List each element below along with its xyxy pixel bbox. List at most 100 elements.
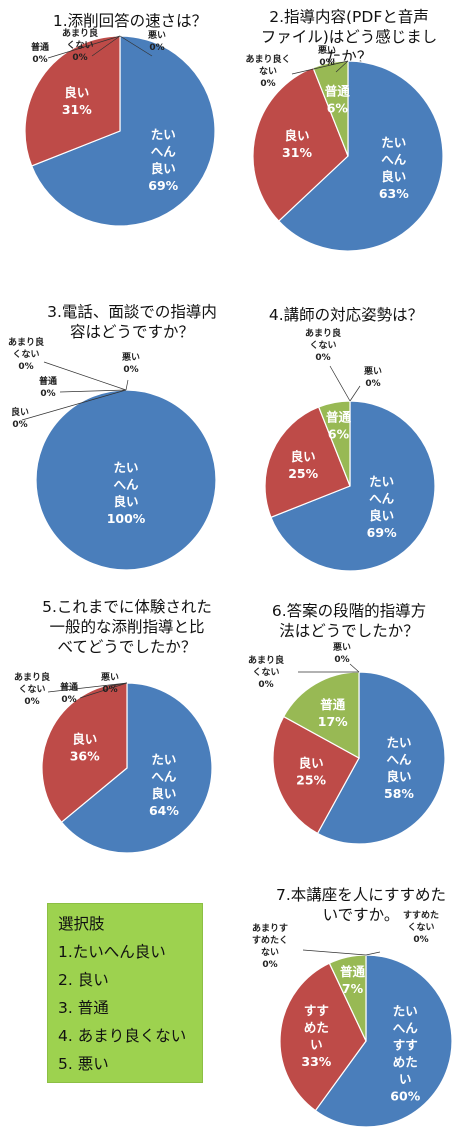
slice-label: 良い — [291, 449, 316, 464]
pie-chart-6: 6.答案の段階的指導方法はどうでしたか？たいへん良い58%良い25%普通17%あ… — [248, 602, 446, 845]
leader-line — [335, 60, 349, 73]
chart-title: 1.添削回答の速さは？ — [53, 12, 207, 30]
slice-label: 普通 — [340, 964, 366, 979]
slice-label: 良い — [72, 732, 97, 747]
slice-label: 良い — [386, 769, 411, 784]
slice-label: すめたく — [252, 935, 288, 946]
slice-label: たい — [113, 460, 138, 475]
slice-label: あまり良 — [305, 327, 341, 339]
slice-percent: 0% — [262, 960, 277, 970]
pie-slice — [24, 35, 121, 167]
slice-percent: 0% — [319, 58, 334, 68]
slice-label: すす — [304, 1003, 329, 1018]
slice-label: 良い — [64, 85, 89, 100]
slice-label: くない — [66, 40, 93, 51]
slice-percent: 25% — [288, 466, 318, 481]
legend-item-bad: 5. 悪い — [58, 1055, 109, 1073]
slice-label: くない — [407, 922, 434, 933]
slice-label: ない — [259, 66, 277, 77]
slice-percent: 31% — [282, 145, 312, 160]
slice-label: 良い — [381, 169, 406, 184]
slice-percent: 0% — [315, 353, 330, 363]
slice-label: たい — [381, 135, 406, 150]
slice-label: 普通 — [325, 84, 351, 99]
slice-label: 良い — [113, 494, 138, 509]
chart-title: 3.電話、面談での指導内 — [47, 303, 217, 321]
slice-percent: 17% — [318, 714, 348, 729]
slice-percent: 0% — [413, 935, 428, 945]
slice-label: くない — [12, 349, 39, 360]
slice-label: 普通 — [39, 375, 57, 387]
legend-item-not-good: 4. あまり良くない — [58, 1027, 187, 1045]
leader-line — [47, 35, 121, 59]
slice-label: あまり良く — [245, 53, 290, 65]
pie-slice — [41, 682, 128, 824]
slice-percent: 0% — [149, 43, 164, 53]
slice-percent: 0% — [260, 79, 275, 89]
pie-slice — [270, 400, 436, 572]
slice-label: へん — [151, 144, 177, 159]
leader-line — [91, 35, 121, 57]
leader-line — [329, 365, 351, 402]
chart-title: ファイル)はどう感じまし — [261, 28, 438, 46]
slice-label: 悪い — [101, 672, 119, 683]
slice-percent: 63% — [379, 186, 409, 201]
slice-percent: 0% — [334, 655, 349, 665]
slice-label: あまり良 — [8, 336, 44, 348]
slice-percent: 0% — [102, 685, 117, 695]
pie-chart-7: 7.本講座を人にすすめたいですか。たいへんすすめたい60%すすめたい33%普通7… — [252, 886, 453, 1128]
legend-item-very-good: 1.たいへん良い — [58, 943, 166, 961]
slice-percent: 100% — [107, 511, 146, 526]
slice-percent: 0% — [18, 362, 33, 372]
pie-chart-1: 1.添削回答の速さは？たいへん良い69%良い31%普通0%あまり良くない0%悪い… — [24, 12, 216, 227]
leader-line — [79, 682, 128, 699]
slice-label: 良い — [369, 508, 394, 523]
slice-label: あまり良 — [62, 27, 98, 39]
slice-percent: 60% — [390, 1088, 420, 1103]
pie-slice — [264, 406, 351, 519]
slice-label: へん — [393, 1020, 419, 1035]
slice-percent: 31% — [62, 102, 92, 117]
legend-box: 選択肢 1.たいへん良い 2. 良い 3. 普通 4. あまり良くない 5. 悪… — [47, 903, 203, 1083]
slice-percent: 69% — [367, 525, 397, 540]
slice-label: 良い — [285, 128, 310, 143]
slice-label: 良い — [11, 406, 29, 418]
slice-label: あまりす — [252, 923, 288, 934]
pie-chart-2: 2.指導内容(PDFと音声ファイル)はどう感じましたか？たいへん良い63%良い3… — [245, 8, 444, 252]
slice-label: 悪い — [148, 30, 166, 41]
chart-title: 容はどうですか？ — [70, 323, 194, 341]
leader-line — [47, 682, 128, 693]
pie-chart-3: 3.電話、面談での指導内容はどうですか？たいへん良い100%良い0%普通0%あま… — [8, 303, 217, 571]
slice-label: 良い — [151, 161, 176, 176]
pie-slice — [252, 66, 349, 222]
leader-line — [43, 361, 127, 391]
slice-label: めた — [393, 1054, 418, 1069]
slice-label: めた — [304, 1020, 329, 1035]
slice-label: ない — [261, 947, 279, 958]
slice-percent: 0% — [123, 365, 138, 375]
chart-title: 一般的な添削指導と比 — [49, 618, 204, 636]
slice-percent: 58% — [384, 786, 414, 801]
pie-slice — [314, 954, 453, 1128]
slice-label: 普通 — [326, 409, 352, 424]
slice-label: あまり良 — [14, 671, 50, 683]
chart-title: 6.答案の段階的指導方 — [272, 602, 426, 620]
pie-slice — [272, 715, 360, 835]
slice-label: たい — [369, 474, 394, 489]
slice-label: い — [399, 1071, 412, 1086]
slice-label: くない — [18, 684, 45, 695]
slice-label: すす — [393, 1037, 418, 1052]
slice-label: へん — [386, 752, 412, 767]
leader-line — [21, 389, 127, 421]
leader-line — [125, 379, 129, 391]
pie-slice — [279, 962, 367, 1112]
pie-slice — [277, 60, 444, 252]
slice-percent: 0% — [12, 420, 27, 430]
leader-line — [302, 949, 367, 956]
slice-label: 悪い — [364, 366, 382, 377]
chart-title: いですか。 — [323, 906, 400, 924]
slice-percent: 0% — [32, 55, 47, 65]
pie-slice — [60, 682, 213, 854]
slice-label: たい — [151, 127, 176, 142]
slice-percent: 0% — [40, 389, 55, 399]
